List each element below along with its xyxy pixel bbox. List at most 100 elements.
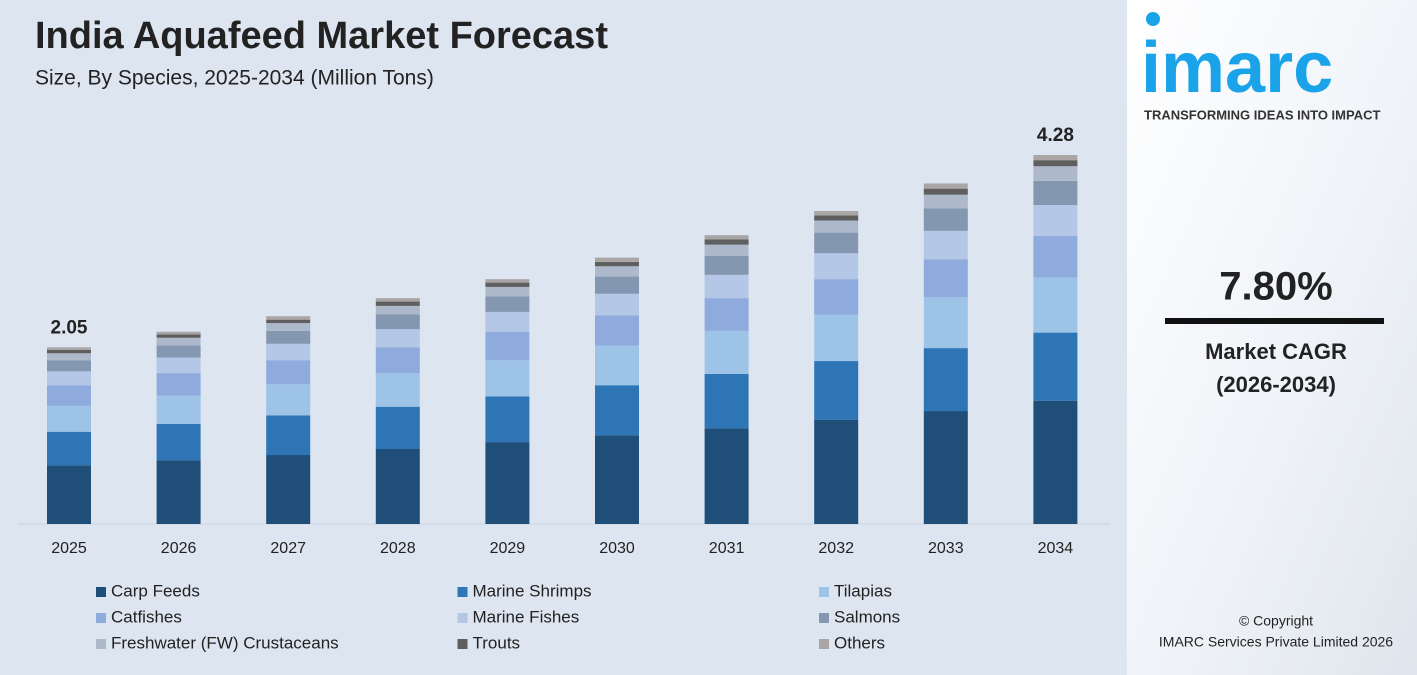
bar-segment xyxy=(266,343,311,361)
bar-segment xyxy=(47,347,91,350)
legend-label: Catfishes xyxy=(111,607,182,626)
bar-segment xyxy=(485,442,530,524)
bar-segment xyxy=(485,296,530,312)
bar-segment xyxy=(156,395,201,424)
bar-segment xyxy=(375,314,420,330)
legend-label: Trouts xyxy=(473,633,521,652)
x-tick-label: 2030 xyxy=(599,540,635,557)
x-tick-label: 2027 xyxy=(270,540,306,557)
total-label: 4.28 xyxy=(1037,125,1074,146)
bar-segment xyxy=(485,360,530,397)
bar-segment xyxy=(375,448,420,524)
bar-segment xyxy=(704,428,749,524)
bar-segment xyxy=(814,220,859,233)
bar-segment xyxy=(47,353,91,361)
bar-segment xyxy=(814,314,859,362)
bar-segment xyxy=(266,384,311,416)
bar-segment xyxy=(156,334,201,338)
x-tick-label: 2034 xyxy=(1038,540,1074,557)
bar-segment xyxy=(156,345,201,358)
bar-segment xyxy=(923,194,968,209)
bar-segment xyxy=(156,373,201,396)
bar-segment xyxy=(595,345,639,386)
bar-segment xyxy=(1033,236,1078,278)
bar-segment xyxy=(704,239,749,245)
bar-segment xyxy=(1033,277,1078,333)
bar-segment xyxy=(47,431,91,466)
bar-segment xyxy=(485,331,530,361)
bar-segment xyxy=(485,311,530,332)
bar-segment xyxy=(923,230,968,260)
bar-segment xyxy=(595,257,639,262)
bar-segment xyxy=(704,298,749,331)
bar-segment xyxy=(485,282,530,287)
tagline: TRANSFORMING IDEAS INTO IMPACT xyxy=(1144,107,1380,122)
bar-segment xyxy=(266,455,311,524)
cagr-rule xyxy=(1165,318,1384,324)
bar-segment xyxy=(375,298,420,302)
legend-swatch xyxy=(819,613,829,623)
bar-segment xyxy=(595,293,639,316)
bar-segment xyxy=(47,465,91,524)
bar-segment xyxy=(704,274,749,299)
bar-segment xyxy=(923,188,968,195)
legend-swatch xyxy=(96,613,106,623)
x-tick-label: 2032 xyxy=(818,540,854,557)
bar-segment xyxy=(704,235,749,240)
bar-segment xyxy=(1033,155,1078,161)
bar-segment xyxy=(1033,205,1078,237)
bar-segment xyxy=(47,360,91,372)
legend-label: Carp Feeds xyxy=(111,581,200,600)
bar-segment xyxy=(595,315,639,346)
bar-segment xyxy=(156,331,201,335)
bar-segment xyxy=(595,266,639,277)
legend-label: Marine Shrimps xyxy=(473,581,592,600)
bar-segment xyxy=(814,279,859,315)
x-tick-label: 2025 xyxy=(51,540,87,557)
bar-segment xyxy=(47,385,91,406)
bar-segment xyxy=(266,323,311,331)
x-tick-label: 2026 xyxy=(161,540,197,557)
legend-swatch xyxy=(457,639,468,649)
bar-segment xyxy=(704,373,749,429)
bar-segment xyxy=(47,371,91,386)
bar-segment xyxy=(923,411,968,524)
bar-segment xyxy=(266,330,311,344)
bar-segment xyxy=(375,406,420,449)
bar-segment xyxy=(485,286,530,297)
bar-segment xyxy=(1033,332,1078,401)
bar-segment xyxy=(156,357,201,374)
bar-segment xyxy=(156,337,201,346)
legend-label: Salmons xyxy=(834,607,900,626)
bar-segment xyxy=(923,348,968,412)
bar-segment xyxy=(923,183,968,189)
bar-segment xyxy=(595,435,639,524)
legend-swatch xyxy=(96,587,106,597)
company: IMARC Services Private Limited 2026 xyxy=(1159,634,1393,650)
x-tick-label: 2031 xyxy=(709,540,745,557)
bar-segment xyxy=(266,415,311,456)
x-tick-label: 2029 xyxy=(490,540,526,557)
total-label: 2.05 xyxy=(51,317,88,338)
bar-segment xyxy=(595,261,639,267)
bar-segment xyxy=(156,460,201,524)
bar-segment xyxy=(923,259,968,298)
bar-segment xyxy=(814,211,859,216)
cagr-period: (2026-2034) xyxy=(1216,372,1336,397)
legend-swatch xyxy=(96,639,106,649)
bar-segment xyxy=(814,232,859,254)
legend-label: Marine Fishes xyxy=(473,607,580,626)
bar-segment xyxy=(923,208,968,231)
bar-segment xyxy=(814,361,859,420)
bar-segment xyxy=(47,405,91,432)
side-panel xyxy=(1127,0,1417,675)
bar-segment xyxy=(485,279,530,283)
cagr-label: Market CAGR xyxy=(1205,339,1347,364)
bar-segment xyxy=(375,373,420,407)
bar-segment xyxy=(156,423,201,461)
legend-swatch xyxy=(457,587,468,597)
bar-segment xyxy=(814,419,859,524)
bar-segment xyxy=(814,215,859,221)
bar-segment xyxy=(1033,400,1078,524)
